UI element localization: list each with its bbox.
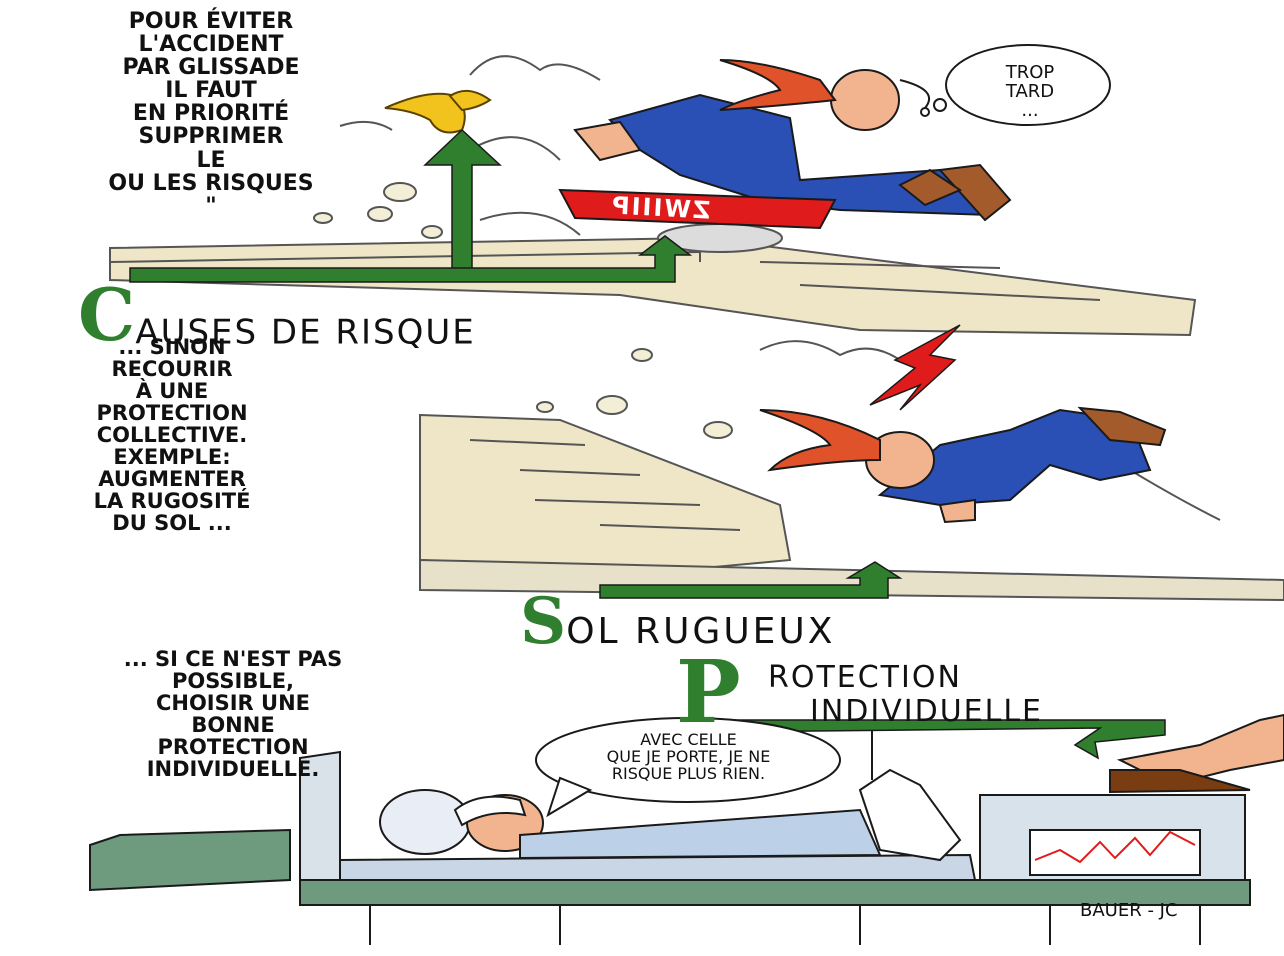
green-arrow-protection <box>719 719 1166 760</box>
green-arrow-sol <box>599 561 903 599</box>
slipping-worker <box>573 59 1012 222</box>
protection-line-2: INDIVIDUELLE <box>810 694 1044 729</box>
protection-initial-letter: P <box>676 642 741 743</box>
sfx-text: ZWIIIP <box>609 191 711 225</box>
artist-signature: BAUER - JC <box>1080 900 1178 921</box>
impact-lightning-icon <box>869 324 961 411</box>
hand-with-shoe-icon <box>1109 713 1284 794</box>
sol-initial-letter: S <box>520 584 567 659</box>
sfx-zwiiip <box>558 188 837 230</box>
patient-speech-text: AVEC CELLE QUE JE PORTE, JE NE RISQUE PL… <box>606 730 771 783</box>
collective-protection-caption: ... SINON RECOURIR À UNE PROTECTION COLL… <box>93 335 251 536</box>
causes-rest: AUSES DE RISQUE <box>135 312 476 353</box>
banana-peel-icon <box>384 89 492 134</box>
intro-caption: POUR ÉVITER L'ACCIDENT PAR GLISSADE IL F… <box>108 9 314 219</box>
heart-monitor <box>1029 829 1201 876</box>
motion-lines-middle <box>759 340 1221 521</box>
speech-bubble-patient <box>535 717 841 818</box>
trop-tard-text: TROP TARD ... <box>1005 62 1055 121</box>
individual-protection-caption: ... SI CE N'EST PAS POSSIBLE, CHOISIR UN… <box>123 647 343 782</box>
green-arrow-up-large <box>129 128 693 283</box>
sol-rugueux-label: SOL RUGUEUX <box>520 584 835 659</box>
patient-in-bed <box>453 768 962 862</box>
dust-clouds-middle <box>536 348 733 439</box>
protection-line-1: ROTECTION <box>768 660 962 695</box>
falling-worker-sol <box>759 406 1167 524</box>
causes-initial-letter: C <box>78 272 136 357</box>
dust-clouds <box>313 182 443 239</box>
speech-bubble-trop-tard <box>920 44 1111 126</box>
motion-lines <box>339 55 601 236</box>
sol-rest: OL RUGUEUX <box>566 611 836 652</box>
causes-de-risque-label: CAUSES DE RISQUE <box>78 272 476 357</box>
